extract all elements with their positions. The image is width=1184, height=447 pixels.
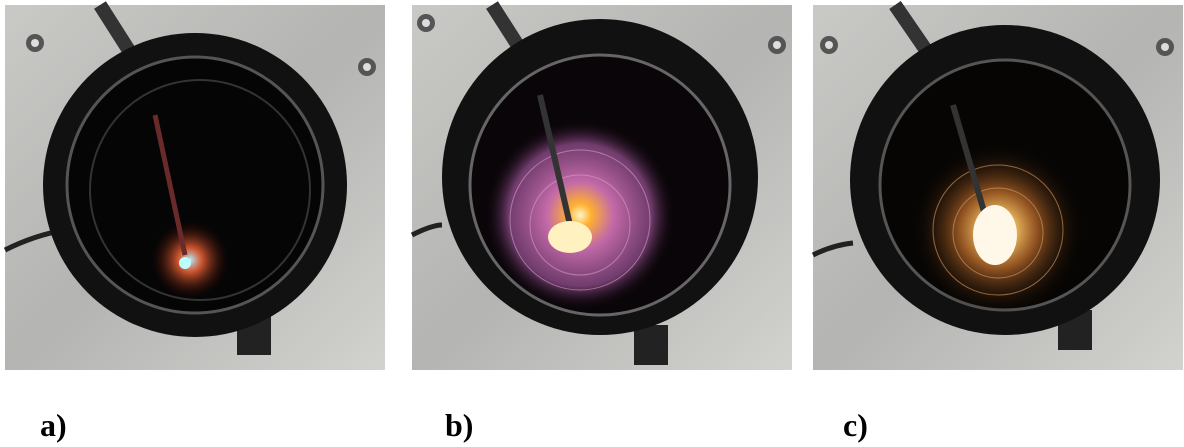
photo-c	[811, 1, 1183, 370]
panel-label: a)	[40, 407, 67, 443]
photo-a	[3, 1, 385, 370]
panel-label: b)	[445, 407, 473, 443]
panel-label: c)	[843, 407, 868, 443]
photo-b	[410, 1, 792, 370]
